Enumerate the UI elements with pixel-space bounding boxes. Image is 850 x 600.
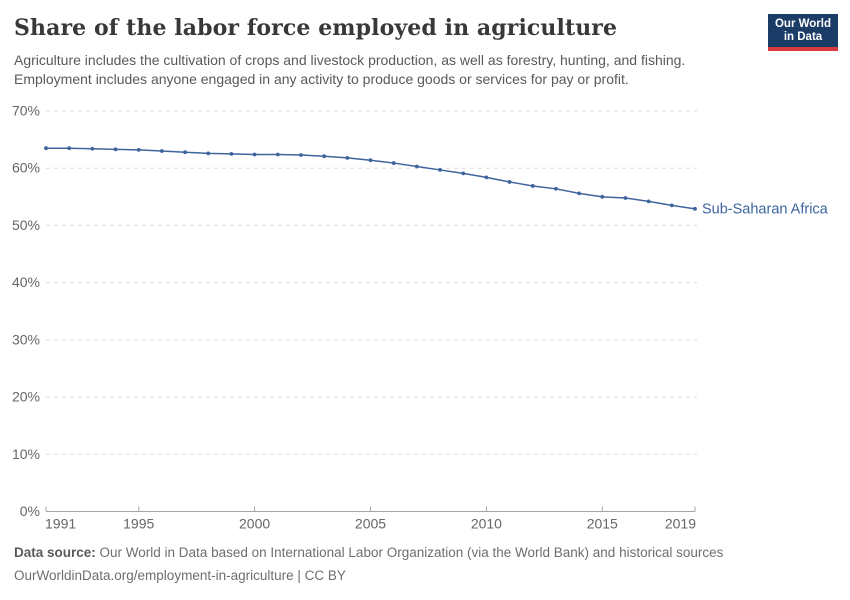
data-point xyxy=(67,146,72,151)
data-point xyxy=(461,171,466,176)
data-source-line: Data source: Our World in Data based on … xyxy=(14,541,814,564)
x-axis-tick-label: 1991 xyxy=(45,516,76,532)
owid-logo-line1: Our World xyxy=(774,17,831,30)
chart-subtitle: Agriculture includes the cultivation of … xyxy=(14,51,774,89)
y-axis-tick-label: 30% xyxy=(12,331,40,347)
data-point xyxy=(484,175,489,180)
data-point xyxy=(554,186,558,191)
data-point xyxy=(391,161,396,165)
data-point xyxy=(229,152,234,156)
series-end-label[interactable]: Sub-Saharan Africa xyxy=(702,201,829,217)
data-point xyxy=(322,154,327,159)
data-point xyxy=(44,146,48,151)
x-axis-tick-label: 1995 xyxy=(123,516,154,532)
y-axis-tick-label: 40% xyxy=(12,274,40,290)
data-point xyxy=(136,148,141,152)
data-point xyxy=(600,194,605,199)
data-point xyxy=(206,151,211,156)
data-point xyxy=(507,180,512,184)
x-axis-tick-label: 2015 xyxy=(587,516,618,532)
license-line: OurWorldinData.org/employment-in-agricul… xyxy=(14,564,814,587)
x-axis-tick-label: 2005 xyxy=(355,516,386,532)
data-point xyxy=(113,147,118,152)
data-point xyxy=(693,206,697,211)
y-axis-tick-label: 20% xyxy=(12,389,40,405)
y-axis-tick-label: 70% xyxy=(12,103,40,119)
chart-subtitle-line2: Employment includes anyone engaged in an… xyxy=(14,71,629,87)
data-source-label: Data source: xyxy=(14,545,96,560)
owid-logo[interactable]: Our World in Data xyxy=(768,14,838,51)
chart-subtitle-line1: Agriculture includes the cultivation of … xyxy=(14,52,686,68)
data-point xyxy=(275,152,280,157)
owid-logo-line2: in Data xyxy=(783,30,823,43)
data-point xyxy=(577,191,582,196)
data-point xyxy=(345,156,350,160)
data-point xyxy=(90,146,95,151)
y-axis-tick-label: 50% xyxy=(12,217,40,233)
data-point xyxy=(669,203,674,208)
data-point xyxy=(299,153,303,157)
x-axis-tick-label: 2019 xyxy=(665,516,696,532)
data-point xyxy=(646,199,651,204)
data-point xyxy=(368,158,373,163)
license-text: | CC BY xyxy=(293,568,346,583)
series-line[interactable] xyxy=(46,147,696,210)
data-source-text: Our World in Data based on International… xyxy=(95,545,724,560)
data-point xyxy=(623,196,628,200)
x-axis-tick-label: 2010 xyxy=(471,516,502,532)
y-axis-tick-label: 0% xyxy=(20,503,40,519)
data-point xyxy=(252,152,257,157)
chart-footer: Data source: Our World in Data based on … xyxy=(14,541,814,587)
y-axis-tick-label: 10% xyxy=(12,446,40,462)
data-point xyxy=(159,149,164,153)
page-title: Share of the labor force employed in agr… xyxy=(14,15,618,41)
x-axis-tick-label: 2000 xyxy=(239,516,270,532)
data-point xyxy=(530,184,535,188)
data-point xyxy=(183,150,187,155)
data-point xyxy=(438,168,442,172)
y-axis-tick-label: 60% xyxy=(12,160,40,176)
footer-url-link[interactable]: OurWorldinData.org/employment-in-agricul… xyxy=(14,568,294,583)
data-point xyxy=(414,164,419,169)
